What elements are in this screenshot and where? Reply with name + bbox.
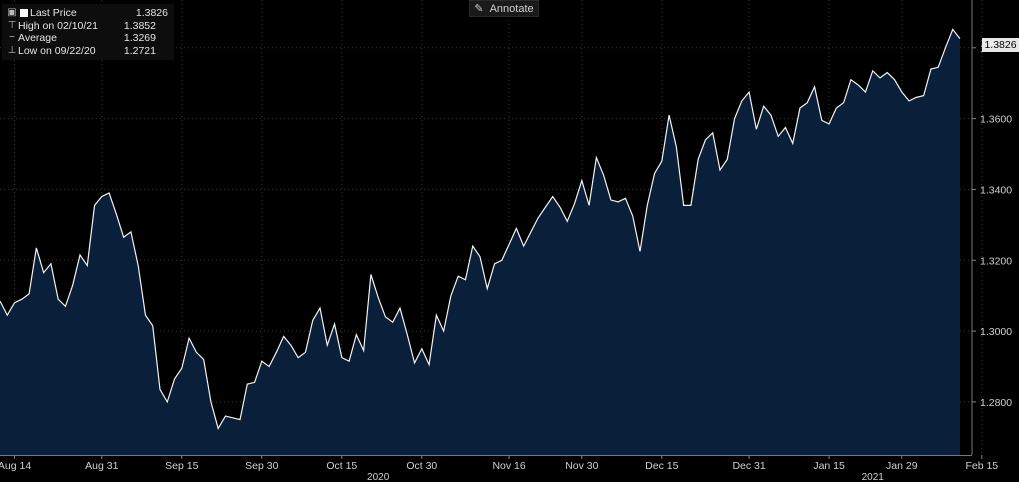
x-year-label: 2020: [367, 472, 390, 482]
last-price-tag: 1.3826: [982, 38, 1019, 52]
x-tick-label: Aug 31: [85, 460, 118, 472]
low-marker-icon: ⊥: [7, 44, 17, 56]
y-tick-label: 1.3400: [980, 184, 1012, 196]
y-tick-label: 1.3000: [980, 326, 1012, 338]
legend-low-value: 1.2721: [123, 44, 156, 57]
series-swatch: [20, 9, 28, 18]
pencil-icon: ✎: [474, 3, 484, 15]
x-tick-label: Oct 15: [326, 460, 357, 472]
annotate-button[interactable]: ✎ Annotate: [469, 0, 539, 17]
x-tick-label: Jan 29: [886, 460, 918, 472]
x-tick-label: Jan 15: [813, 460, 845, 472]
x-tick-label: Oct 30: [406, 460, 437, 472]
x-tick-label: Nov 16: [492, 460, 525, 472]
legend-average: − Average 1.3269: [6, 32, 168, 45]
x-tick-label: Feb 15: [965, 460, 998, 472]
legend-high-label: High on 02/10/21: [18, 19, 98, 32]
legend-low: ⊥ Low on 09/22/20 1.2721: [6, 45, 168, 58]
x-tick-label: Sep 15: [165, 460, 198, 472]
checkbox-icon[interactable]: ▣: [7, 7, 17, 18]
legend-average-value: 1.3269: [123, 32, 156, 44]
legend-last-price-value: 1.3826: [135, 7, 168, 19]
legend-high: ⊤ High on 02/10/21 1.3852: [6, 20, 168, 33]
legend-last-price-label: Last Price: [30, 7, 77, 19]
price-series-line: [0, 28, 961, 430]
high-marker-icon: ⊤: [7, 19, 17, 31]
y-tick-label: 1.3600: [980, 114, 1012, 126]
x-tick-label: Dec 31: [732, 460, 765, 472]
x-tick-label: Aug 14: [0, 460, 31, 472]
legend: ▣ Last Price 1.3826 ⊤ High on 02/10/21 1…: [2, 4, 174, 60]
y-tick-label: 1.2800: [980, 397, 1012, 409]
annotate-label: Annotate: [489, 2, 534, 15]
x-tick-label: Sep 30: [245, 460, 278, 472]
legend-high-value: 1.3852: [123, 19, 156, 32]
x-tick-label: Nov 30: [565, 460, 598, 472]
x-axis: Aug 14 Aug 31 Sep 15 Sep 30 Oct 15 Oct 30 Nov …: [0, 455, 998, 482]
price-area-fill: [0, 29, 960, 455]
y-tick-label: 1.3200: [980, 255, 1012, 267]
legend-last-price: ▣ Last Price 1.3826: [6, 7, 168, 20]
x-year-label: 2021: [862, 472, 885, 482]
legend-average-label: Average: [18, 32, 57, 44]
x-tick-label: Dec 15: [645, 460, 678, 472]
legend-low-label: Low on 09/22/20: [18, 44, 96, 57]
average-marker-icon: −: [9, 32, 15, 43]
